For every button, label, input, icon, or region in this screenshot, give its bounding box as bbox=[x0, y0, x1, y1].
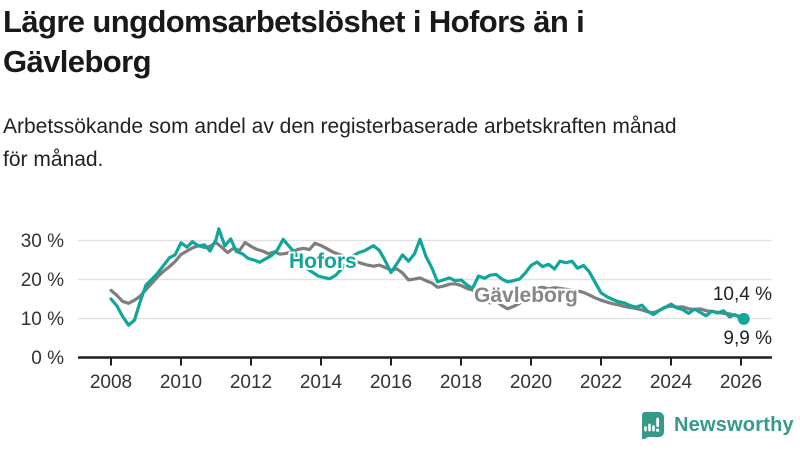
brand-footer[interactable]: Newsworthy bbox=[637, 411, 794, 441]
line-chart-svg: 2008 2010 2012 2014 2016 2018 2020 2022 2024 2026… bbox=[21, 227, 772, 393]
svg-text:2014: 2014 bbox=[300, 372, 343, 393]
brand-wordmark: Newsworthy bbox=[674, 413, 794, 436]
svg-text:30 %: 30 % bbox=[21, 231, 64, 252]
svg-text:0 %: 0 % bbox=[31, 348, 64, 369]
svg-text:20 %: 20 % bbox=[21, 270, 64, 291]
chart-area: 2008 2010 2012 2014 2016 2018 2020 2022 2024 2026… bbox=[0, 200, 800, 400]
svg-text:2026: 2026 bbox=[720, 372, 762, 393]
svg-text:2020: 2020 bbox=[510, 372, 552, 393]
page-title: Lägre ungdomsarbetslöshet i Hofors än i … bbox=[3, 4, 585, 79]
end-value-hofors: 9,9 % bbox=[723, 328, 772, 349]
svg-text:2018: 2018 bbox=[440, 372, 482, 393]
svg-text:10 %: 10 % bbox=[21, 309, 64, 330]
svg-text:2012: 2012 bbox=[230, 372, 272, 393]
end-value-gavleborg: 10,4 % bbox=[712, 284, 772, 305]
svg-text:2024: 2024 bbox=[650, 372, 693, 393]
chart-subtitle: Arbetssökande som andel av den registerb… bbox=[3, 115, 677, 171]
svg-text:2022: 2022 bbox=[580, 372, 622, 393]
svg-text:2016: 2016 bbox=[370, 372, 412, 393]
newsworthy-logo-icon bbox=[637, 411, 665, 441]
svg-text:2008: 2008 bbox=[90, 372, 132, 393]
svg-text:2010: 2010 bbox=[160, 372, 202, 393]
series-label-gavleborg: Gävleborg bbox=[474, 284, 578, 307]
series-label-hofors: Hofors bbox=[289, 250, 357, 273]
